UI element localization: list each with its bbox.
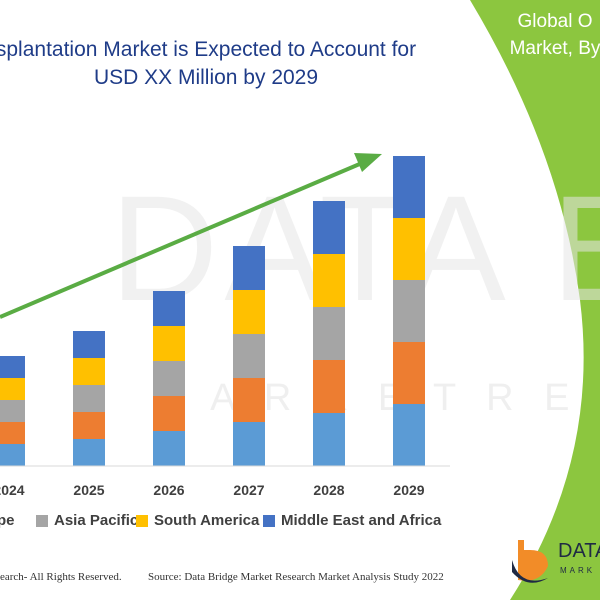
legend-item-europe: pe — [0, 512, 15, 529]
bar-2025-series-3 — [73, 358, 105, 385]
bar-2025-series-0 — [73, 439, 105, 466]
side-panel-line2: Market, By — [509, 38, 600, 59]
bar-2026-series-3 — [153, 326, 185, 361]
bar-2026-series-2 — [153, 361, 185, 396]
legend-swatch-asia-pacific — [36, 514, 48, 527]
logo-subtext: MARK — [560, 566, 596, 575]
footer-source: Source: Data Bridge Market Research Mark… — [148, 571, 444, 583]
bar-2024-series-0 — [0, 444, 25, 466]
bar-2027-series-4 — [233, 246, 265, 290]
bar-2027-series-2 — [233, 334, 265, 378]
bar-2028-series-1 — [313, 360, 345, 413]
watermark-text: DATA BRI — [110, 164, 600, 332]
legend-label-europe: pe — [0, 512, 15, 529]
chart-title-line1: splantation Market is Expected to Accoun… — [0, 38, 417, 61]
tick-label-2029: 2029 — [393, 482, 424, 498]
side-panel-line1: Global O — [517, 11, 593, 32]
bar-2027-series-3 — [233, 290, 265, 334]
logo-text: DATA — [558, 540, 600, 562]
legend-label-middle-east-africa: Middle East and Africa — [281, 512, 442, 529]
bar-2028-series-0 — [313, 413, 345, 466]
tick-labels: 2024 2025 2026 2027 2028 2029 — [0, 482, 425, 498]
trend-arrowhead — [354, 153, 382, 172]
bar-2029-series-1 — [393, 342, 425, 404]
legend-item-south-america: South America — [136, 512, 259, 529]
legend-label-south-america: South America — [154, 512, 260, 529]
bar-2027-series-0 — [233, 422, 265, 466]
side-panel — [470, 0, 600, 600]
chart-title: splantation Market is Expected to Accoun… — [0, 36, 426, 92]
bar-2024-series-3 — [0, 378, 25, 400]
footer-copyright: earch- All Rights Reserved. — [0, 571, 122, 583]
bar-2024-series-4 — [0, 356, 25, 378]
bar-2026-series-4 — [153, 291, 185, 326]
watermark-subtext: M A R K E T R E S — [150, 377, 600, 419]
legend-swatch-south-america — [136, 514, 148, 527]
tick-label-2027: 2027 — [233, 482, 264, 498]
tick-label-2024: 2024 — [0, 482, 25, 498]
tick-label-2026: 2026 — [153, 482, 184, 498]
side-panel-title: Global O Market, By — [470, 8, 600, 62]
chart-title-line2: USD XX Million by 2029 — [93, 66, 319, 89]
legend-item-asia-pacific: Asia Pacific — [36, 512, 138, 529]
tick-label-2028: 2028 — [313, 482, 344, 498]
bar-2025-series-1 — [73, 412, 105, 439]
logo-icon — [512, 540, 548, 583]
legend-label-asia-pacific: Asia Pacific — [54, 512, 139, 529]
bar-2024-series-1 — [0, 422, 25, 444]
bar-2029-series-3 — [393, 218, 425, 280]
bar-2028-series-2 — [313, 307, 345, 360]
bar-2028-series-4 — [313, 201, 345, 254]
bar-2029-series-2 — [393, 280, 425, 342]
bar-2027-series-1 — [233, 378, 265, 422]
bar-2026-series-0 — [153, 431, 185, 466]
bars-group — [0, 156, 425, 466]
bar-2026-series-1 — [153, 396, 185, 431]
trend-arrow-line — [0, 161, 363, 319]
bar-2024-series-2 — [0, 400, 25, 422]
tick-label-2025: 2025 — [73, 482, 104, 498]
bar-2025-series-4 — [73, 331, 105, 358]
bar-2029-series-4 — [393, 156, 425, 218]
bar-2029-series-0 — [393, 404, 425, 466]
legend-swatch-middle-east-africa — [263, 514, 275, 527]
bar-2025-series-2 — [73, 385, 105, 412]
bar-2028-series-3 — [313, 254, 345, 307]
legend-item-middle-east-africa: Middle East and Africa — [263, 512, 441, 529]
